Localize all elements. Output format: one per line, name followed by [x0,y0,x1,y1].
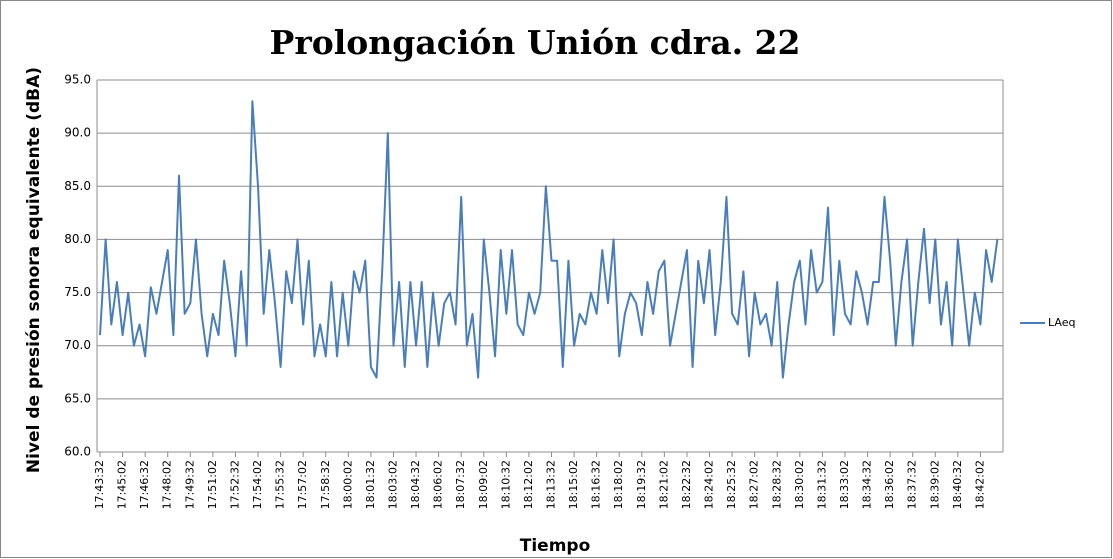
x-tick-label: 18:39:02 [928,460,941,509]
x-tick-label: 17:54:02 [251,460,264,509]
x-tick-label: 18:15:02 [567,460,580,509]
y-axis-label: Nivel de presión sonora equivalente (dBA… [24,67,44,473]
x-tick-label: 18:28:32 [770,460,783,509]
y-tick-label: 90.0 [64,126,91,140]
x-tick-label: 17:43:32 [93,460,106,509]
x-tick-label: 18:21:02 [657,460,670,509]
x-tick-label: 18:33:02 [838,460,851,509]
x-tick-label: 18:19:32 [635,460,648,509]
legend-label: LAeq [1048,316,1075,329]
x-tick-label: 18:00:02 [341,460,354,509]
y-tick-label: 70.0 [64,338,91,352]
x-axis-label: Tiempo [520,536,591,556]
y-tick-label: 65.0 [64,391,91,405]
x-tick-label: 18:07:32 [454,460,467,509]
data-line [99,100,999,379]
x-tick-label: 18:34:32 [861,460,874,509]
x-tick-label: 18:06:02 [432,460,445,509]
x-tick-label: 18:22:32 [680,460,693,509]
x-tick-label: 17:46:32 [138,460,151,509]
x-tick-label: 18:30:02 [793,460,806,509]
x-tick-label: 18:18:02 [612,460,625,509]
y-tick-label: 80.0 [64,232,91,246]
x-tick-label: 18:10:32 [499,460,512,509]
x-tick-label: 18:09:02 [477,460,490,509]
x-tick-label: 17:57:02 [296,460,309,509]
x-tick-label: 17:45:02 [116,460,129,509]
y-tick-label: 75.0 [64,285,91,299]
x-tick-label: 18:31:32 [815,460,828,509]
x-tick-label: 18:16:32 [590,460,603,509]
x-tick-label: 18:36:02 [883,460,896,509]
x-tick-label: 18:01:32 [364,460,377,509]
x-tick-label: 17:51:02 [206,460,219,509]
x-tick-label: 17:48:02 [161,460,174,509]
y-tick-label: 95.0 [64,73,91,87]
chart-title: Prolongación Unión cdra. 22 [270,23,801,62]
x-tick-label: 18:03:02 [386,460,399,509]
x-tick-label: 18:04:32 [409,460,422,509]
x-tick-label: 18:12:02 [522,460,535,509]
x-tick-label: 18:40:32 [951,460,964,509]
x-tick-label: 17:52:32 [228,460,241,509]
x-tick-label: 18:13:32 [545,460,558,509]
x-tick-label: 18:24:02 [703,460,716,509]
y-tick-label: 85.0 [64,179,91,193]
x-tick-label: 18:25:32 [725,460,738,509]
x-tick-label: 17:58:32 [319,460,332,509]
x-tick-label: 18:42:02 [973,460,986,509]
x-tick-label: 17:49:32 [183,460,196,509]
x-tick-label: 18:37:32 [906,460,919,509]
y-tick-label: 60.0 [64,445,91,459]
x-tick-label: 18:27:02 [748,460,761,509]
x-tick-label: 17:55:32 [274,460,287,509]
